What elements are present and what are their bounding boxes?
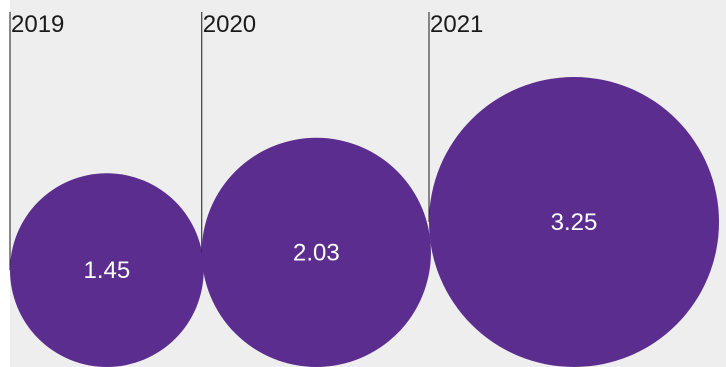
year-label: 2020 — [203, 11, 256, 38]
value-label: 2.03 — [293, 239, 340, 266]
bubble — [10, 173, 204, 367]
year-label: 2019 — [11, 11, 64, 38]
value-label: 1.45 — [83, 257, 130, 284]
year-label: 2021 — [430, 11, 483, 38]
bubble — [201, 137, 431, 367]
chart-marks: 2019 1.45 2020 2.03 2021 3.25 — [9, 11, 719, 367]
value-label: 3.25 — [551, 209, 598, 236]
bubble — [429, 77, 719, 367]
